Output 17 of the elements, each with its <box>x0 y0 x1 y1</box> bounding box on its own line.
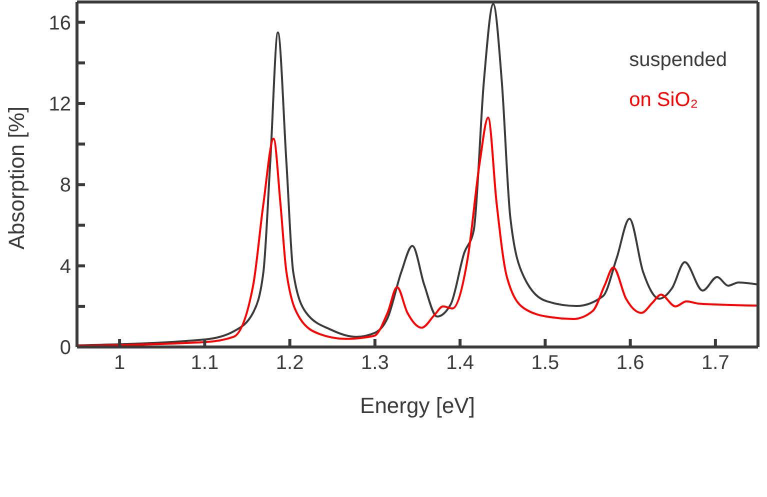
y-tick-label: 12 <box>48 94 71 116</box>
y-tick-label: 16 <box>48 12 71 34</box>
y-tick-label: 0 <box>60 337 71 360</box>
text: suspended <box>629 48 727 73</box>
x-tick-label: 1.2 <box>276 352 304 374</box>
x-tick-label: 1.3 <box>361 352 389 374</box>
y-tick-label: 4 <box>60 256 71 278</box>
y-tick-label: 8 <box>60 174 71 197</box>
x-tick-label: 1.5 <box>531 352 560 374</box>
x-tick-label: 1.4 <box>446 352 474 374</box>
text: on SiO₂ <box>629 88 700 113</box>
x-tick-label: 1.7 <box>702 352 730 374</box>
x-axis-title: Energy [eV] <box>360 393 475 418</box>
x-tick-label: 1 <box>114 352 126 374</box>
x-tick-label: 1.1 <box>190 352 219 374</box>
y-axis-title: Absorption [%] <box>4 106 29 250</box>
x-tick-label: 1.6 <box>616 352 644 374</box>
